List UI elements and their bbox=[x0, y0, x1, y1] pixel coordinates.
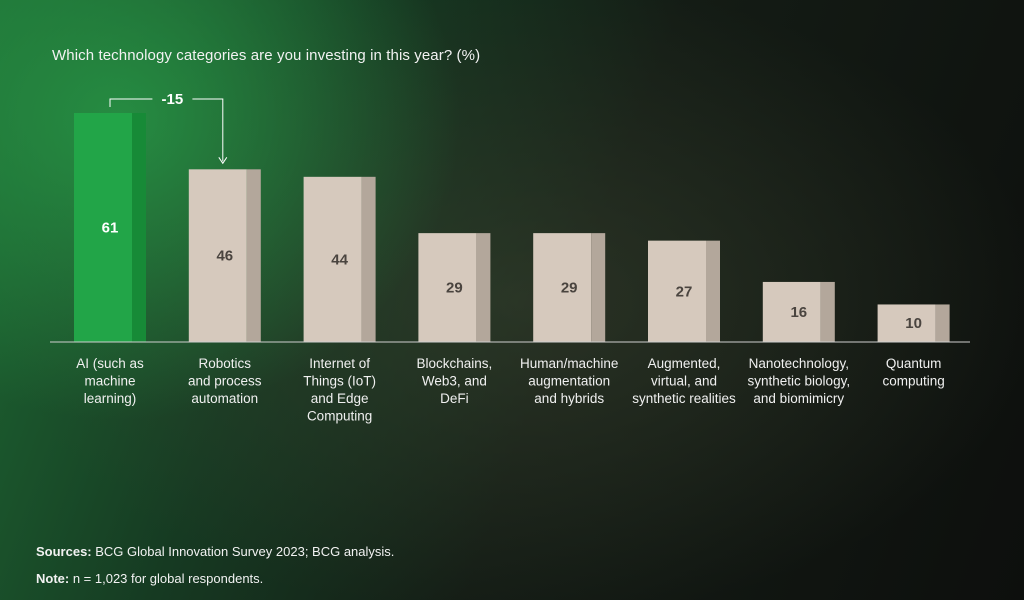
bar-3 bbox=[418, 233, 477, 342]
bar-side-1 bbox=[246, 169, 261, 342]
category-label-2: Internet of Things (IoT) and Edge Computing bbox=[303, 356, 376, 424]
category-label-6: Nanotechnology, synthetic biology, and bio… bbox=[748, 356, 851, 406]
category-label-5-line-2: synthetic realities bbox=[632, 391, 736, 406]
bar-value-label-6: 16 bbox=[790, 304, 807, 321]
bar-7 bbox=[877, 304, 936, 342]
bars-group: 61 46 44 29 29 27 16 10 bbox=[74, 113, 950, 342]
bar-value-label-4: 29 bbox=[561, 280, 578, 297]
bar-4 bbox=[533, 233, 592, 342]
bar-side-2 bbox=[361, 176, 376, 342]
category-label-3-line-2: DeFi bbox=[440, 391, 469, 406]
bar-2 bbox=[303, 176, 362, 342]
category-label-2-line-3: Computing bbox=[307, 409, 372, 424]
category-label-4-line-0: Human/machine bbox=[520, 356, 618, 371]
bar-side-0 bbox=[132, 113, 146, 342]
bar-value-label-7: 10 bbox=[905, 315, 922, 332]
bar-1 bbox=[188, 169, 247, 342]
category-label-3-line-0: Blockchains, bbox=[417, 356, 493, 371]
category-label-6-line-1: synthetic biology, bbox=[748, 374, 851, 389]
bar-5 bbox=[648, 240, 706, 342]
callout-right-bracket bbox=[192, 98, 224, 162]
category-label-0-line-2: learning) bbox=[84, 391, 137, 406]
callout-arrow-icon bbox=[218, 157, 228, 165]
bar-side-4 bbox=[591, 233, 606, 342]
note-label: Note: bbox=[36, 571, 70, 586]
category-label-2-line-0: Internet of bbox=[309, 356, 370, 371]
category-label-4-line-2: and hybrids bbox=[534, 391, 604, 406]
category-label-0: AI (such as machine learning) bbox=[76, 356, 144, 406]
category-label-7-line-1: computing bbox=[882, 374, 944, 389]
footer-note: Note: n = 1,023 for global respondents. bbox=[36, 571, 263, 586]
category-label-6-line-0: Nanotechnology, bbox=[749, 356, 849, 371]
bar-value-label-3: 29 bbox=[446, 280, 463, 297]
category-label-0-line-0: AI (such as bbox=[76, 356, 144, 371]
callout-label: -15 bbox=[162, 91, 184, 108]
category-label-4-line-1: augmentation bbox=[528, 374, 610, 389]
category-label-6-line-2: and biomimicry bbox=[753, 391, 844, 406]
note-text: n = 1,023 for global respondents. bbox=[69, 571, 264, 586]
category-label-0-line-1: machine bbox=[84, 374, 135, 389]
bar-side-6 bbox=[820, 281, 835, 342]
category-label-3-line-1: Web3, and bbox=[422, 374, 487, 389]
category-label-2-line-1: Things (IoT) bbox=[303, 374, 376, 389]
bar-side-5 bbox=[706, 240, 720, 342]
bar-value-label-5: 27 bbox=[676, 283, 693, 300]
category-label-2-line-2: and Edge bbox=[311, 391, 369, 406]
category-label-1-line-1: and process bbox=[188, 374, 262, 389]
bar-value-label-0: 61 bbox=[102, 220, 119, 237]
bar-0 bbox=[74, 113, 132, 342]
category-label-1: Robotics and process automation bbox=[188, 356, 262, 406]
callout-left-bracket bbox=[109, 98, 153, 107]
category-label-5-line-1: virtual, and bbox=[651, 374, 717, 389]
chart-title: Which technology categories are you inve… bbox=[52, 47, 481, 64]
category-label-5: Augmented, virtual, and synthetic realitie… bbox=[632, 356, 736, 406]
category-label-1-line-2: automation bbox=[191, 391, 258, 406]
footer-sources: Sources: BCG Global Innovation Survey 20… bbox=[36, 544, 394, 559]
bar-side-7 bbox=[935, 304, 950, 342]
sources-text: BCG Global Innovation Survey 2023; BCG a… bbox=[91, 544, 395, 559]
category-labels-group: AI (such as machine learning) Robotics and p… bbox=[76, 356, 945, 424]
bar-value-label-2: 44 bbox=[331, 251, 348, 268]
bar-side-3 bbox=[476, 233, 491, 342]
category-label-7-line-0: Quantum bbox=[886, 356, 942, 371]
category-label-5-line-0: Augmented, bbox=[648, 356, 721, 371]
category-label-1-line-0: Robotics bbox=[199, 356, 252, 371]
difference-callout: -15 bbox=[109, 91, 228, 165]
category-label-3: Blockchains, Web3, and DeFi bbox=[417, 356, 493, 406]
sources-label: Sources: bbox=[36, 544, 92, 559]
category-label-4: Human/machine augmentation and hybrids bbox=[520, 356, 618, 406]
category-label-7: Quantum computing bbox=[882, 356, 944, 389]
bar-6 bbox=[762, 281, 821, 342]
bar-value-label-1: 46 bbox=[216, 248, 233, 265]
